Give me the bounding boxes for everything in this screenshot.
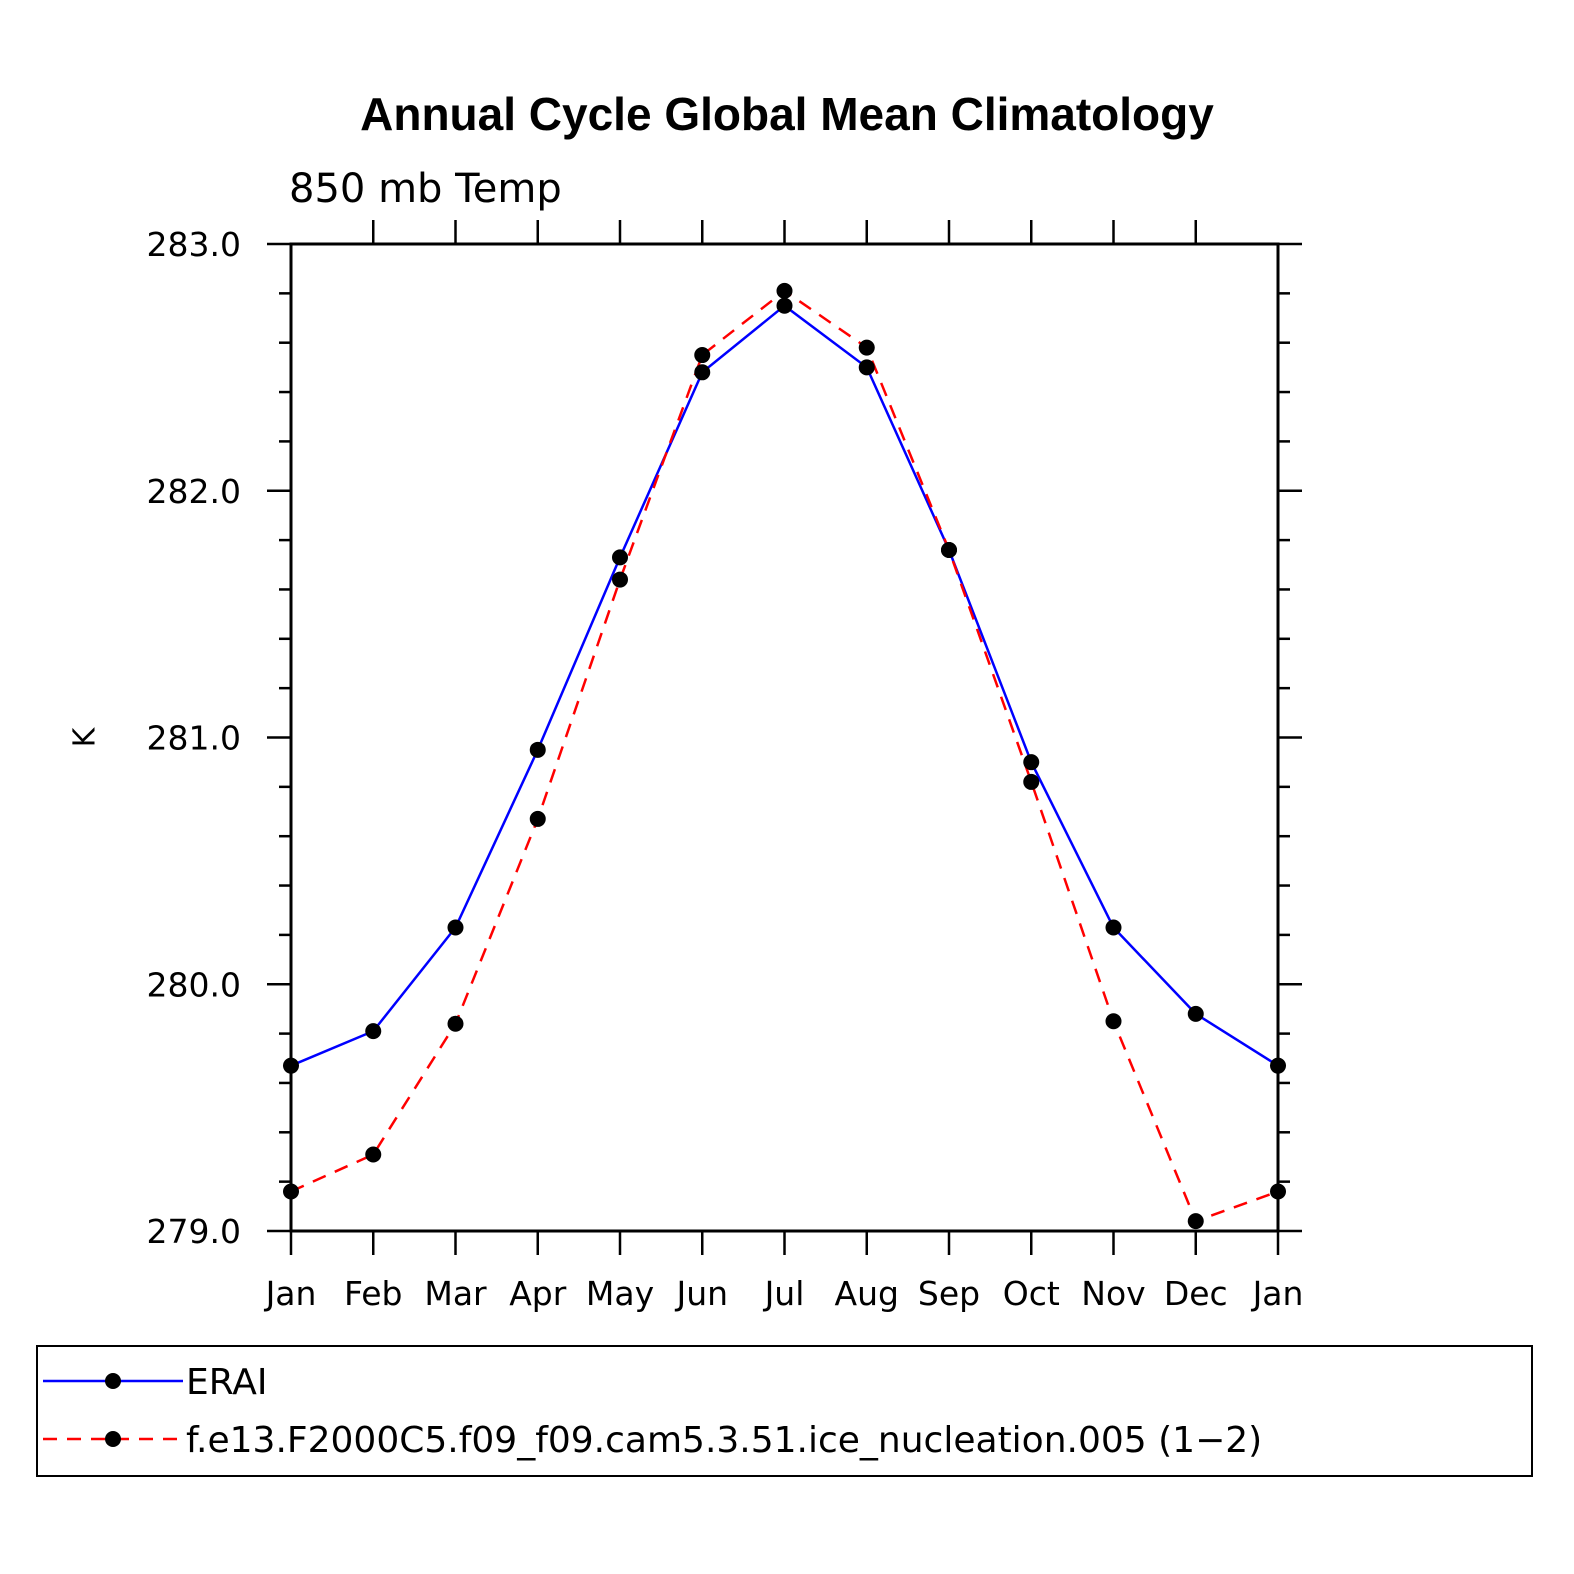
x-tick-label: Apr [509,1274,567,1313]
data-point [858,339,875,356]
x-tick-label: Oct [1003,1274,1060,1313]
y-axis-label: K [68,726,103,747]
data-point [776,282,793,299]
y-tick-label: 282.0 [147,472,241,511]
x-tick-label: Jan [264,1274,317,1313]
legend-marker-1 [105,1431,121,1447]
data-point [1023,754,1040,771]
y-tick-label: 279.0 [147,1212,241,1251]
x-tick-label: Aug [835,1274,899,1313]
chart-title: Annual Cycle Global Mean Climatology [360,88,1214,140]
series-line-0 [290,304,1279,1067]
x-tick-label: Jun [674,1274,728,1313]
legend-label-1: f.e13.F2000C5.f09_f09.cam5.3.51.ice_nucl… [186,1420,1262,1461]
axis-ticks [267,220,1302,1255]
x-tick-label: Mar [424,1274,487,1313]
data-point [1270,1183,1286,1200]
x-tick-label: Sep [918,1274,980,1313]
data-point [858,359,875,376]
data-point [365,1023,382,1040]
series-lines [290,289,1279,1223]
legend-box [36,1345,1533,1477]
data-point [447,919,464,936]
plot-frame [289,242,1280,1233]
data-point [694,364,711,381]
data-point [612,571,628,588]
x-tick-label: May [586,1274,654,1313]
data-point [776,297,793,314]
series-line-1 [290,289,1279,1223]
data-point [612,549,628,566]
data-point [1023,773,1040,790]
data-point [1270,1057,1286,1074]
data-point [283,1183,299,1200]
chart-subtitle: 850 mb Temp [289,166,562,212]
data-point [1105,919,1122,936]
x-tick-label: Jul [763,1274,805,1313]
data-point [283,1057,299,1074]
data-point [529,741,546,758]
x-tick-label: Feb [344,1274,402,1313]
y-tick-labels: 279.0 280.0 281.0 282.0 283.0 [147,225,241,1251]
data-point [365,1146,382,1163]
data-point [1187,1213,1204,1230]
x-tick-label: Jan [1251,1274,1304,1313]
data-point [1105,1013,1122,1030]
data-point [694,347,711,364]
y-tick-label: 283.0 [147,225,241,264]
legend-label-0: ERAI [186,1362,268,1403]
legend-marker-0 [105,1373,121,1389]
legend: ERAI f.e13.F2000C5.f09_f09.cam5.3.51.ice_… [43,1362,1262,1461]
x-tick-label: Dec [1164,1274,1228,1313]
series-points [283,282,1286,1230]
data-point [447,1015,464,1032]
y-tick-label: 280.0 [147,965,241,1004]
data-point [529,810,546,827]
y-tick-label: 281.0 [147,719,241,758]
data-point [1187,1005,1204,1022]
x-tick-labels: Jan Feb Mar Apr May Jun Jul Aug Sep Oct Nov Dec Jan [264,1274,1304,1313]
x-tick-label: Nov [1081,1274,1145,1313]
data-point [941,541,957,558]
